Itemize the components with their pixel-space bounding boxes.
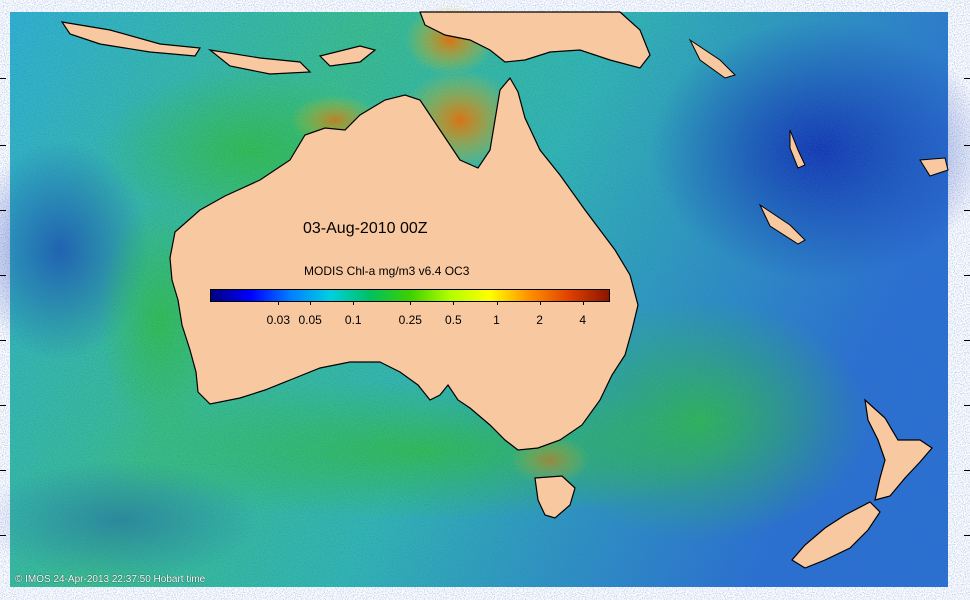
new-guinea-land [419, 11, 651, 69]
solomon-islands-land [688, 38, 736, 79]
colorbar-tick-mark [539, 301, 541, 305]
frame-tick [964, 210, 970, 211]
copyright-notice: © IMOS 24-Apr-2013 22:37:50 Hobart time [15, 574, 206, 585]
java-land [60, 21, 202, 57]
colorbar-tick-mark [278, 301, 280, 305]
colorbar-tick-label: 0.1 [344, 313, 362, 327]
frame-tick [0, 535, 6, 536]
vanuatu-land [789, 129, 806, 169]
colorbar-tick-label: 0.05 [298, 313, 322, 327]
frame-tick [0, 275, 6, 276]
nz-north-island-land [864, 398, 933, 501]
new-caledonia-land [758, 203, 806, 245]
frame-tick [964, 535, 970, 536]
frame-tick [0, 78, 6, 79]
colorbar-tick-mark [582, 301, 584, 305]
colorbar-tick-mark [353, 301, 355, 305]
colorbar-tick-label: 4 [579, 313, 587, 327]
frame-tick [0, 145, 6, 146]
colorbar-tick-label: 1 [493, 313, 500, 327]
colorbar-tick-label: 0.03 [266, 313, 291, 327]
colorbar-tick-label: 0.25 [398, 313, 422, 327]
frame-tick [964, 275, 970, 276]
timor-land [318, 45, 377, 67]
colorbar-tick-label: 2 [536, 313, 543, 327]
frame-tick [0, 470, 6, 471]
colorbar-tick-mark [496, 301, 498, 305]
colorbar-tick-mark [310, 301, 312, 305]
colorbar-tick-label: 0.5 [445, 313, 462, 327]
fiji-land [919, 157, 949, 177]
product-label: MODIS Chl-a mg/m3 v6.4 OC3 [304, 264, 470, 278]
frame-tick [0, 405, 6, 406]
frame-tick [964, 340, 970, 341]
frame-tick [964, 78, 970, 79]
lesser-sunda-land [207, 49, 312, 75]
frame-tick [0, 340, 6, 341]
colorbar-tick-mark [410, 301, 412, 305]
frame-tick [964, 405, 970, 406]
colorbar-tick-mark [453, 301, 455, 305]
frame-tick [964, 470, 970, 471]
frame-tick [964, 145, 970, 146]
tasmania-land [534, 475, 576, 519]
date-label: 03-Aug-2010 00Z [303, 220, 428, 237]
frame-tick [0, 210, 6, 211]
australia-land [169, 76, 639, 451]
colorbar [210, 289, 610, 302]
nz-south-island-land [791, 501, 881, 569]
